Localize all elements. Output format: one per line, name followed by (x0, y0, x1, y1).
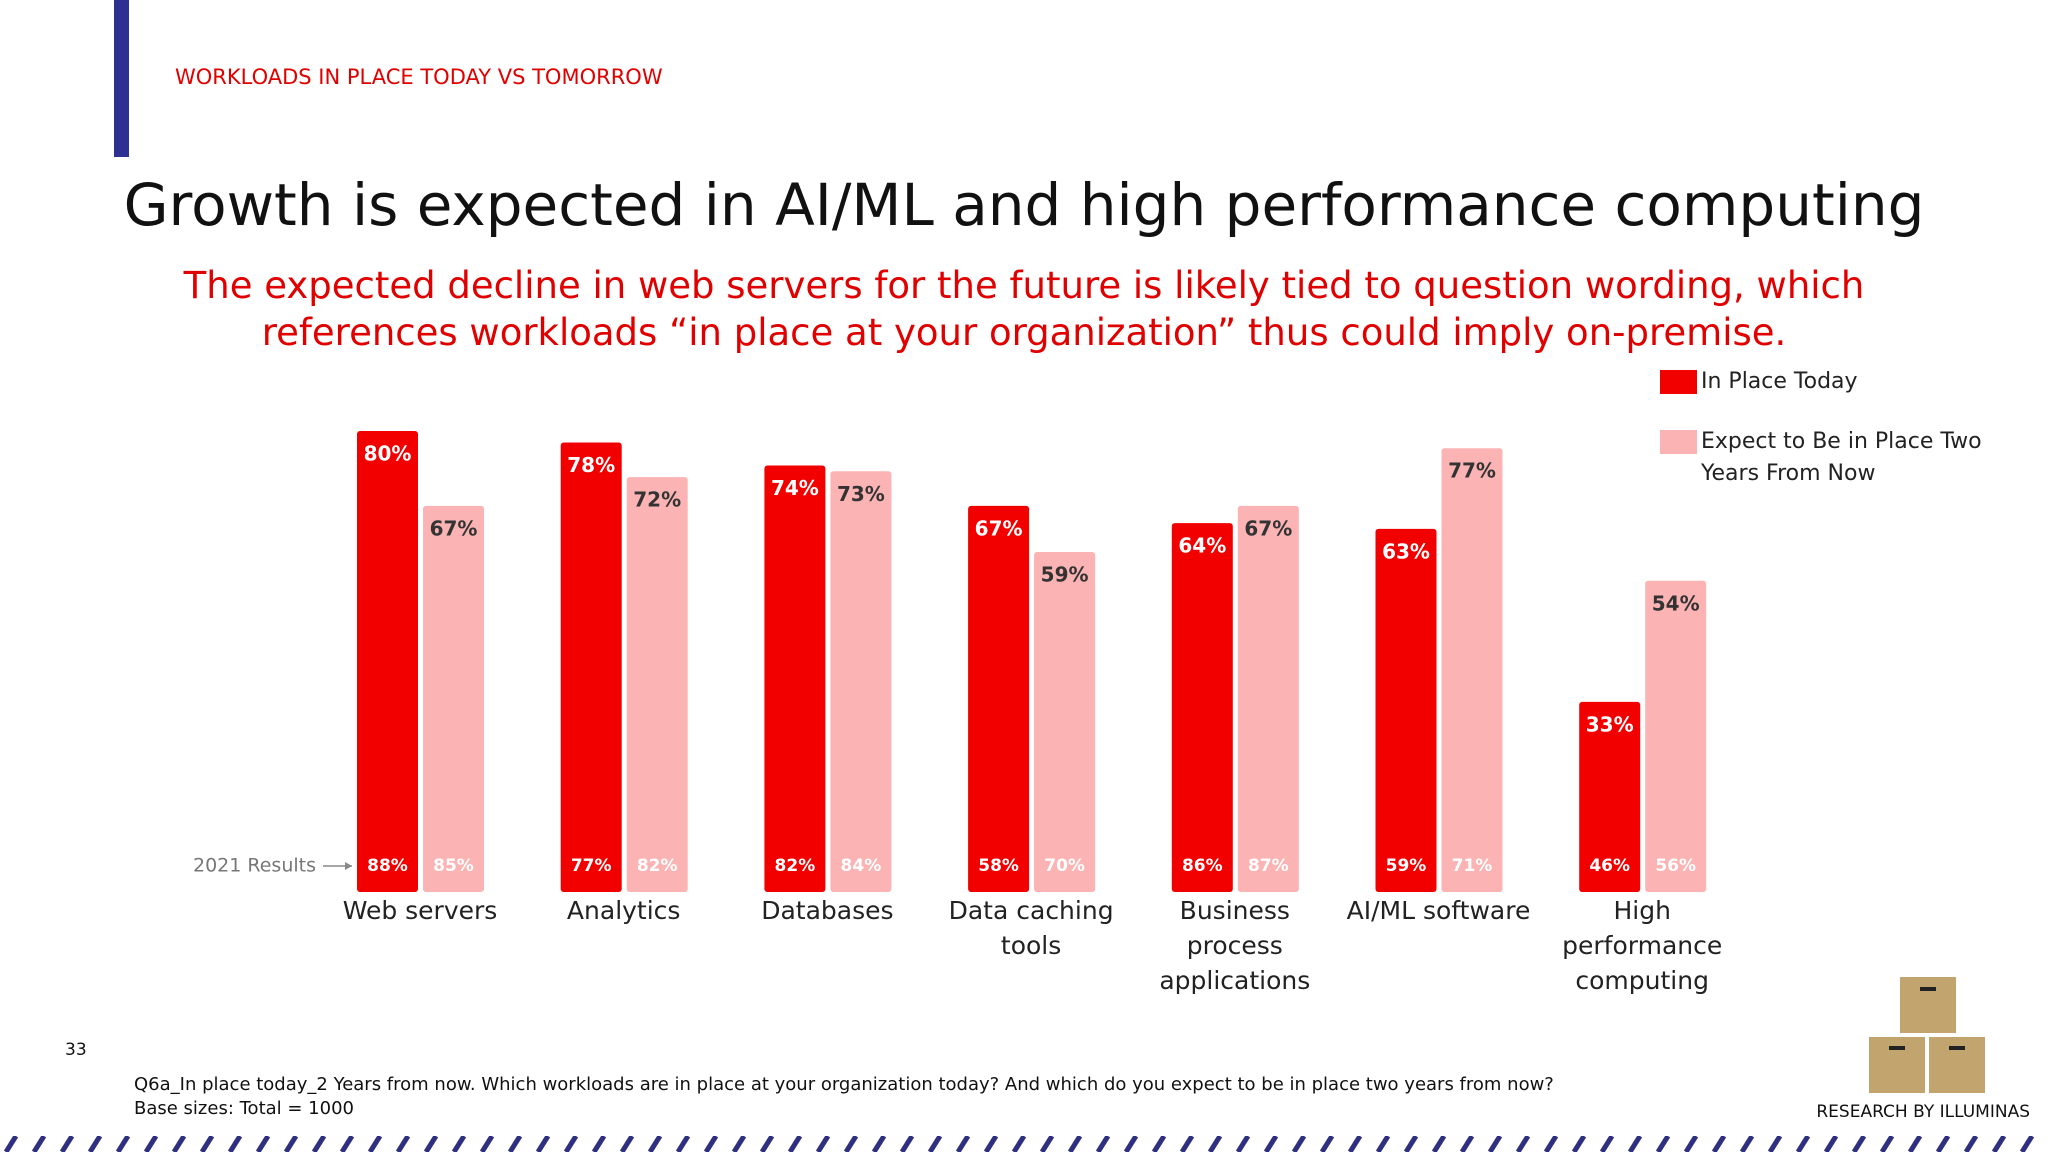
x-tick-label: Analytics (566, 896, 681, 925)
x-tick-label-box: AI/ML software (1346, 896, 1531, 925)
x-tick-label: Databases (761, 896, 894, 925)
x-tick-label: Data caching tools (948, 896, 1114, 960)
legend-label: Expect to Be in Place Two Years From Now (1701, 429, 1982, 486)
subtitle-box: The expected decline in web servers for … (183, 264, 1865, 354)
bar (423, 505, 484, 892)
value-label: 67% (975, 516, 1023, 540)
footer-stripe (0, 1136, 2048, 1152)
bar (764, 465, 826, 892)
prior-result: 87% (1248, 856, 1289, 876)
legend-swatch (1660, 430, 1697, 454)
bar (357, 430, 418, 892)
legend-label-box: Expect to Be in Place Two Years From Now (1701, 429, 1982, 486)
x-tick-label-box: Business process applications (1159, 896, 1311, 995)
bar (626, 477, 688, 892)
x-tick-label-box: Data caching tools (948, 896, 1114, 960)
bar (968, 505, 1030, 892)
legend-label-box: In Place Today (1701, 369, 1858, 394)
bar (1441, 448, 1503, 892)
prior-results-label: 2021 Results (193, 855, 316, 877)
legend-label: In Place Today (1701, 369, 1858, 394)
bar (830, 471, 892, 892)
bar (1171, 523, 1233, 892)
x-tick-label-box: High performance computing (1562, 896, 1723, 995)
value-label: 77% (1448, 459, 1496, 483)
bar (1645, 580, 1707, 892)
prior-result: 58% (978, 856, 1019, 876)
prior-result: 85% (433, 856, 474, 876)
bar (1237, 505, 1299, 892)
value-label: 59% (1041, 562, 1089, 586)
value-label: 63% (1382, 539, 1430, 563)
chart-title: Growth is expected in AI/ML and high per… (124, 171, 1925, 239)
legend-swatch (1660, 370, 1697, 394)
boxes-icon (1869, 977, 1985, 1093)
value-label: 73% (837, 482, 885, 506)
accent-bar (114, 0, 129, 157)
prior-result: 56% (1655, 856, 1696, 876)
prior-result: 82% (775, 856, 816, 876)
bar (560, 442, 622, 892)
prior-result: 71% (1452, 856, 1493, 876)
x-tick-label-box: Web servers (342, 896, 498, 925)
prior-result: 46% (1589, 856, 1630, 876)
page-number: 33 (65, 1040, 87, 1060)
section-label: WORKLOADS IN PLACE TODAY VS TOMORROW (175, 65, 663, 89)
x-tick-label: High performance computing (1562, 896, 1723, 995)
prior-result: 70% (1044, 856, 1085, 876)
question-note: Q6a_In place today_2 Years from now. Whi… (134, 1074, 1554, 1095)
chart-subtitle: The expected decline in web servers for … (183, 264, 1865, 354)
prior-results-arrowhead (345, 862, 352, 870)
bar (1034, 551, 1096, 892)
x-tick-label-box: Databases (761, 896, 894, 925)
prior-result: 82% (637, 856, 678, 876)
value-label: 80% (364, 441, 412, 465)
value-label: 54% (1652, 591, 1700, 615)
value-label: 67% (430, 516, 478, 540)
bar (1375, 528, 1437, 892)
value-label: 33% (1586, 712, 1634, 736)
credit: RESEARCH BY ILLUMINAS (1816, 1102, 2030, 1122)
prior-result: 84% (841, 856, 882, 876)
prior-result: 88% (367, 856, 408, 876)
value-label: 78% (567, 453, 615, 477)
base-note: Base sizes: Total = 1000 (134, 1098, 354, 1119)
value-label: 72% (633, 488, 681, 512)
prior-result: 77% (571, 856, 612, 876)
x-tick-label-box: Analytics (566, 896, 681, 925)
x-tick-label: AI/ML software (1346, 896, 1531, 925)
prior-result: 86% (1182, 856, 1223, 876)
value-label: 64% (1178, 534, 1226, 558)
value-label: 74% (771, 476, 819, 500)
bar (1579, 701, 1641, 892)
x-tick-label: Web servers (342, 896, 498, 925)
x-tick-label: Business process applications (1159, 896, 1311, 995)
prior-result: 59% (1386, 856, 1427, 876)
value-label: 67% (1244, 516, 1292, 540)
